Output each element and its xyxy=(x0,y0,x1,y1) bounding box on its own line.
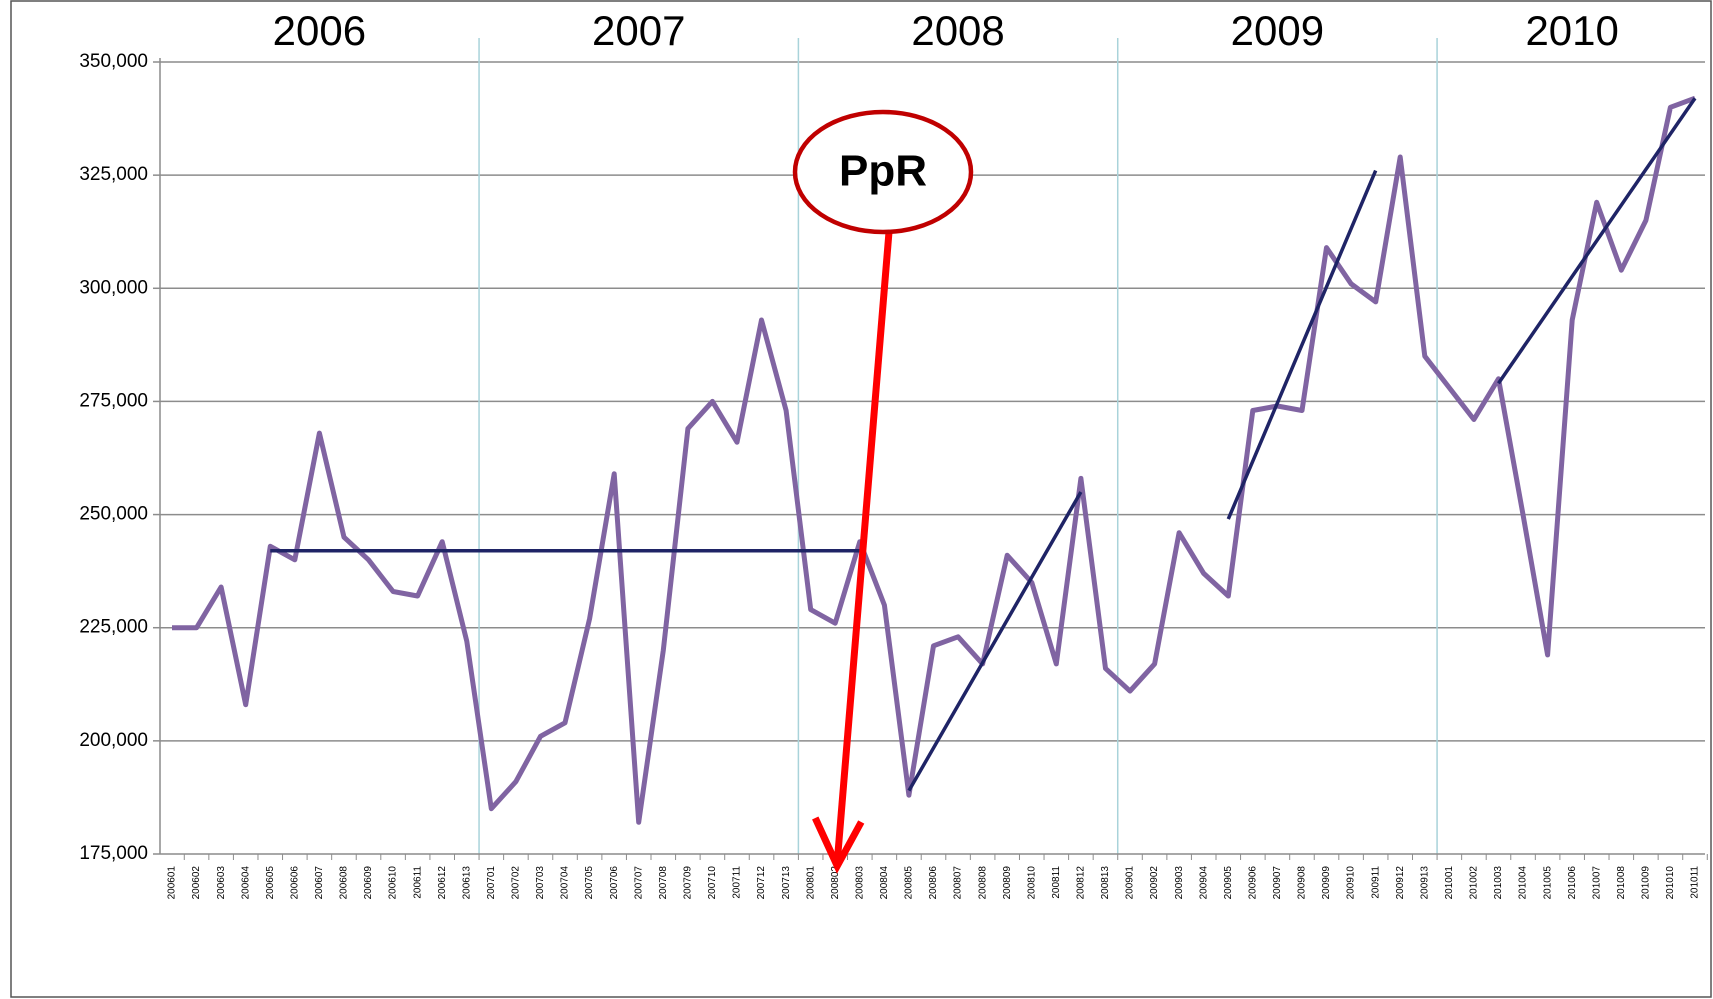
data-line xyxy=(172,95,1696,825)
x-tick-label: 200704 xyxy=(560,866,571,900)
year-label: 2006 xyxy=(273,7,366,54)
y-tick-label: 350,000 xyxy=(79,51,148,72)
x-tick-label: 200901 xyxy=(1125,866,1136,900)
x-tick-label: 200710 xyxy=(707,866,718,900)
trend-line xyxy=(1226,169,1378,520)
x-tick-label: 200713 xyxy=(781,866,792,900)
x-tick-label: 200712 xyxy=(756,866,767,900)
x-tick-label: 200709 xyxy=(682,866,693,900)
y-tick-label: 325,000 xyxy=(79,164,148,185)
x-tick-label: 200606 xyxy=(289,866,300,900)
x-tick-label: 200911 xyxy=(1370,866,1381,899)
y-tick-label: 225,000 xyxy=(79,617,148,638)
x-tick-label: 200803 xyxy=(854,866,865,900)
x-tick-label: 200912 xyxy=(1395,866,1406,900)
x-tick-label: 200701 xyxy=(486,866,497,900)
x-tick-label: 200612 xyxy=(437,866,448,900)
annotation-arrow xyxy=(833,231,893,863)
x-tick-label: 200812 xyxy=(1076,866,1087,900)
x-tick-label: 200604 xyxy=(240,866,251,900)
x-tick-label: 200802 xyxy=(830,866,841,900)
trend-line xyxy=(1497,97,1697,385)
x-tick-label: 200809 xyxy=(1002,866,1013,900)
year-label: 2009 xyxy=(1231,7,1324,54)
y-tick-label: 250,000 xyxy=(79,504,148,525)
x-tick-label: 200711 xyxy=(732,866,743,899)
x-tick-label: 200603 xyxy=(216,866,227,900)
x-tick-label: 200610 xyxy=(388,866,399,900)
x-tick-label: 200906 xyxy=(1247,866,1258,900)
trend-line xyxy=(907,491,1083,792)
x-tick-label: 201006 xyxy=(1567,866,1578,900)
x-tick-label: 201011 xyxy=(1690,866,1701,899)
x-tick-label: 200909 xyxy=(1321,866,1332,900)
x-tick-label: 200605 xyxy=(265,866,276,900)
x-tick-label: 200805 xyxy=(904,866,915,900)
x-tick-label: 200910 xyxy=(1346,866,1357,900)
x-tick-label: 200607 xyxy=(314,866,325,900)
year-label: 2007 xyxy=(592,7,685,54)
x-tick-label: 201009 xyxy=(1641,866,1652,900)
y-tick-label: 175,000 xyxy=(79,843,148,864)
x-tick-label: 200703 xyxy=(535,866,546,900)
x-tick-label: 200903 xyxy=(1174,866,1185,900)
x-tick-label: 201010 xyxy=(1665,866,1676,900)
year-label: 2010 xyxy=(1525,7,1618,54)
annotation-ellipse xyxy=(792,109,974,235)
x-tick-label: 200602 xyxy=(191,866,202,900)
x-tick-label: 201001 xyxy=(1444,866,1455,900)
x-tick-label: 200702 xyxy=(511,866,522,900)
y-tick-label: 200,000 xyxy=(79,730,148,751)
x-tick-label: 201008 xyxy=(1616,866,1627,900)
x-tick-label: 200705 xyxy=(584,866,595,900)
x-tick-label: 200608 xyxy=(339,866,350,900)
x-tick-label: 200611 xyxy=(412,866,423,899)
x-tick-label: 201007 xyxy=(1591,866,1602,900)
year-label: 2008 xyxy=(911,7,1004,54)
x-tick-label: 201004 xyxy=(1518,866,1529,900)
x-tick-label: 200706 xyxy=(609,866,620,900)
x-tick-label: 200905 xyxy=(1223,866,1234,900)
x-tick-label: 200908 xyxy=(1297,866,1308,900)
x-tick-label: 200601 xyxy=(167,866,178,900)
y-tick-label: 275,000 xyxy=(79,390,148,411)
x-tick-label: 200609 xyxy=(363,866,374,900)
chart-frame xyxy=(10,0,1712,998)
annotation-text: PpR xyxy=(839,147,927,196)
annotation-arrowhead xyxy=(812,816,865,874)
x-tick-label: 200904 xyxy=(1198,866,1209,900)
x-tick-label: 200804 xyxy=(879,866,890,900)
x-tick-label: 200913 xyxy=(1419,866,1430,900)
x-tick-label: 200907 xyxy=(1272,866,1283,900)
x-tick-label: 200808 xyxy=(977,866,988,900)
x-tick-label: 200708 xyxy=(658,866,669,900)
y-tick-label: 300,000 xyxy=(79,277,148,298)
x-tick-label: 201002 xyxy=(1469,866,1480,900)
x-tick-label: 200810 xyxy=(1026,866,1037,900)
x-tick-label: 200811 xyxy=(1051,866,1062,899)
x-tick-label: 201003 xyxy=(1493,866,1504,900)
x-tick-label: 200801 xyxy=(805,866,816,900)
x-tick-label: 200813 xyxy=(1100,866,1111,900)
x-tick-label: 200707 xyxy=(633,866,644,900)
x-tick-label: 200902 xyxy=(1149,866,1160,900)
x-tick-label: 200613 xyxy=(461,866,472,900)
x-tick-label: 200806 xyxy=(928,866,939,900)
x-tick-label: 201005 xyxy=(1542,866,1553,900)
x-tick-label: 200807 xyxy=(953,866,964,900)
